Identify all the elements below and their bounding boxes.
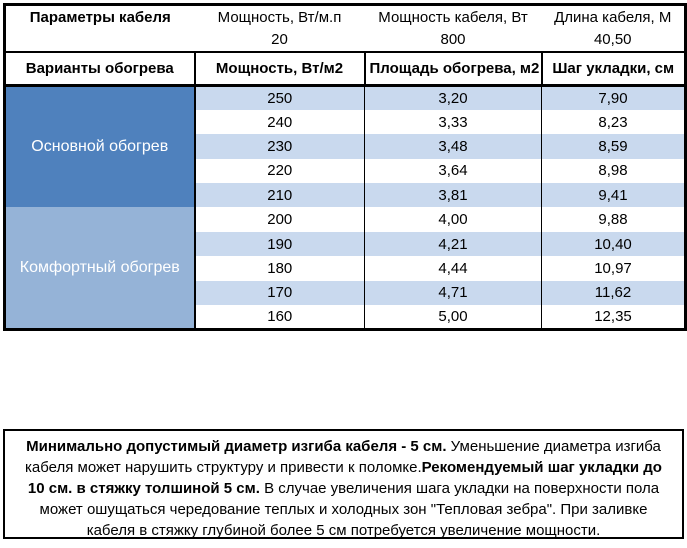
cell-area: 4,44 bbox=[364, 256, 542, 281]
note-text: Минимально допустимый диаметр изгиба каб… bbox=[25, 438, 662, 539]
cell-area: 3,33 bbox=[364, 109, 542, 135]
section-label-main-heating: Основной обогрев bbox=[4, 85, 195, 208]
params-value-row: 20 800 40,50 bbox=[4, 28, 686, 53]
cell-step: 12,35 bbox=[541, 305, 686, 330]
cell-power: 160 bbox=[193, 305, 365, 330]
header-step: Шаг укладки, см bbox=[540, 51, 686, 87]
param-value-cable-length: 40,50 bbox=[541, 28, 686, 53]
cell-power: 180 bbox=[193, 256, 365, 281]
table-row: 220 3,64 8,98 bbox=[5, 158, 686, 184]
header-variants: Варианты обогрева bbox=[4, 51, 195, 87]
param-value-power-per-m: 20 bbox=[194, 28, 365, 53]
cell-power: 230 bbox=[193, 134, 365, 159]
table-header-row: Варианты обогрева Мощность, Вт/м2 Площад… bbox=[4, 51, 686, 87]
cell-area: 3,48 bbox=[364, 134, 542, 159]
table-row: 160 5,00 12,35 bbox=[5, 305, 686, 330]
note-segment: Уменьшение диаметра изгиба кабеля может … bbox=[25, 438, 661, 476]
cell-area: 4,00 bbox=[364, 207, 542, 232]
cell-power: 220 bbox=[193, 158, 365, 184]
cell-area: 3,81 bbox=[364, 183, 542, 208]
cell-power: 250 bbox=[193, 85, 365, 110]
cell-step: 9,88 bbox=[541, 207, 686, 232]
param-label-cable-length: Длина кабеля, М bbox=[554, 8, 672, 26]
cell-step: 10,40 bbox=[541, 231, 686, 257]
cell-power: 200 bbox=[193, 207, 365, 232]
note-segment-bold: Рекомендуемый шаг укладки до 10 см. в ст… bbox=[27, 459, 662, 497]
cell-area: 4,71 bbox=[364, 280, 542, 306]
cable-table: Параметры кабеля Мощность, Вт/м.п Мощнос… bbox=[3, 3, 687, 331]
param-label-power-per-m: Мощность, Вт/м.п bbox=[217, 8, 342, 26]
table-row: 170 4,71 11,62 bbox=[5, 280, 686, 306]
param-label-cable-power: Мощность кабеля, Вт bbox=[378, 8, 528, 26]
note-segment: В случае увеличения шага укладки на пове… bbox=[39, 480, 660, 539]
cell-area: 4,21 bbox=[364, 231, 542, 257]
table-row: 180 4,44 10,97 bbox=[5, 256, 686, 281]
table-row: Комфортный обогрев 200 4,00 9,88 bbox=[4, 207, 686, 330]
cell-step: 7,90 bbox=[541, 85, 686, 110]
section-label-comfort-heating: Комфортный обогрев bbox=[4, 207, 195, 330]
cell-area: 3,20 bbox=[364, 85, 542, 110]
cell-area: 3,64 bbox=[364, 158, 542, 184]
param-value-cable-power: 800 bbox=[364, 28, 542, 53]
table-row: 190 4,21 10,40 bbox=[5, 231, 686, 257]
table-row: 240 3,33 8,23 bbox=[5, 109, 686, 135]
table-row: 210 3,81 9,41 bbox=[5, 183, 686, 208]
cell-power: 190 bbox=[193, 231, 365, 257]
header-power: Мощность, Вт/м2 bbox=[193, 51, 365, 87]
cell-power: 240 bbox=[193, 109, 365, 135]
cell-step: 9,41 bbox=[541, 183, 686, 208]
params-empty-cell bbox=[4, 28, 195, 53]
cell-step: 8,98 bbox=[541, 158, 686, 184]
cell-step: 11,62 bbox=[541, 280, 686, 306]
params-title: Параметры кабеля bbox=[29, 8, 171, 26]
cell-step: 8,23 bbox=[541, 109, 686, 135]
table-row: Основной обогрев 250 3,20 7,90 bbox=[4, 85, 686, 208]
params-label-row: Параметры кабеля Мощность, Вт/м.п Мощнос… bbox=[5, 5, 686, 29]
note-box: Минимально допустимый диаметр изгиба каб… bbox=[3, 429, 684, 539]
cell-area: 5,00 bbox=[364, 305, 542, 330]
table-row: 230 3,48 8,59 bbox=[5, 134, 686, 159]
cell-power: 210 bbox=[193, 183, 365, 208]
cell-power: 170 bbox=[193, 280, 365, 306]
cell-step: 10,97 bbox=[541, 256, 686, 281]
header-area: Площадь обогрева, м2 bbox=[363, 51, 542, 87]
note-segment-bold: Минимально допустимый диаметр изгиба каб… bbox=[26, 438, 447, 455]
cell-step: 8,59 bbox=[541, 134, 686, 159]
